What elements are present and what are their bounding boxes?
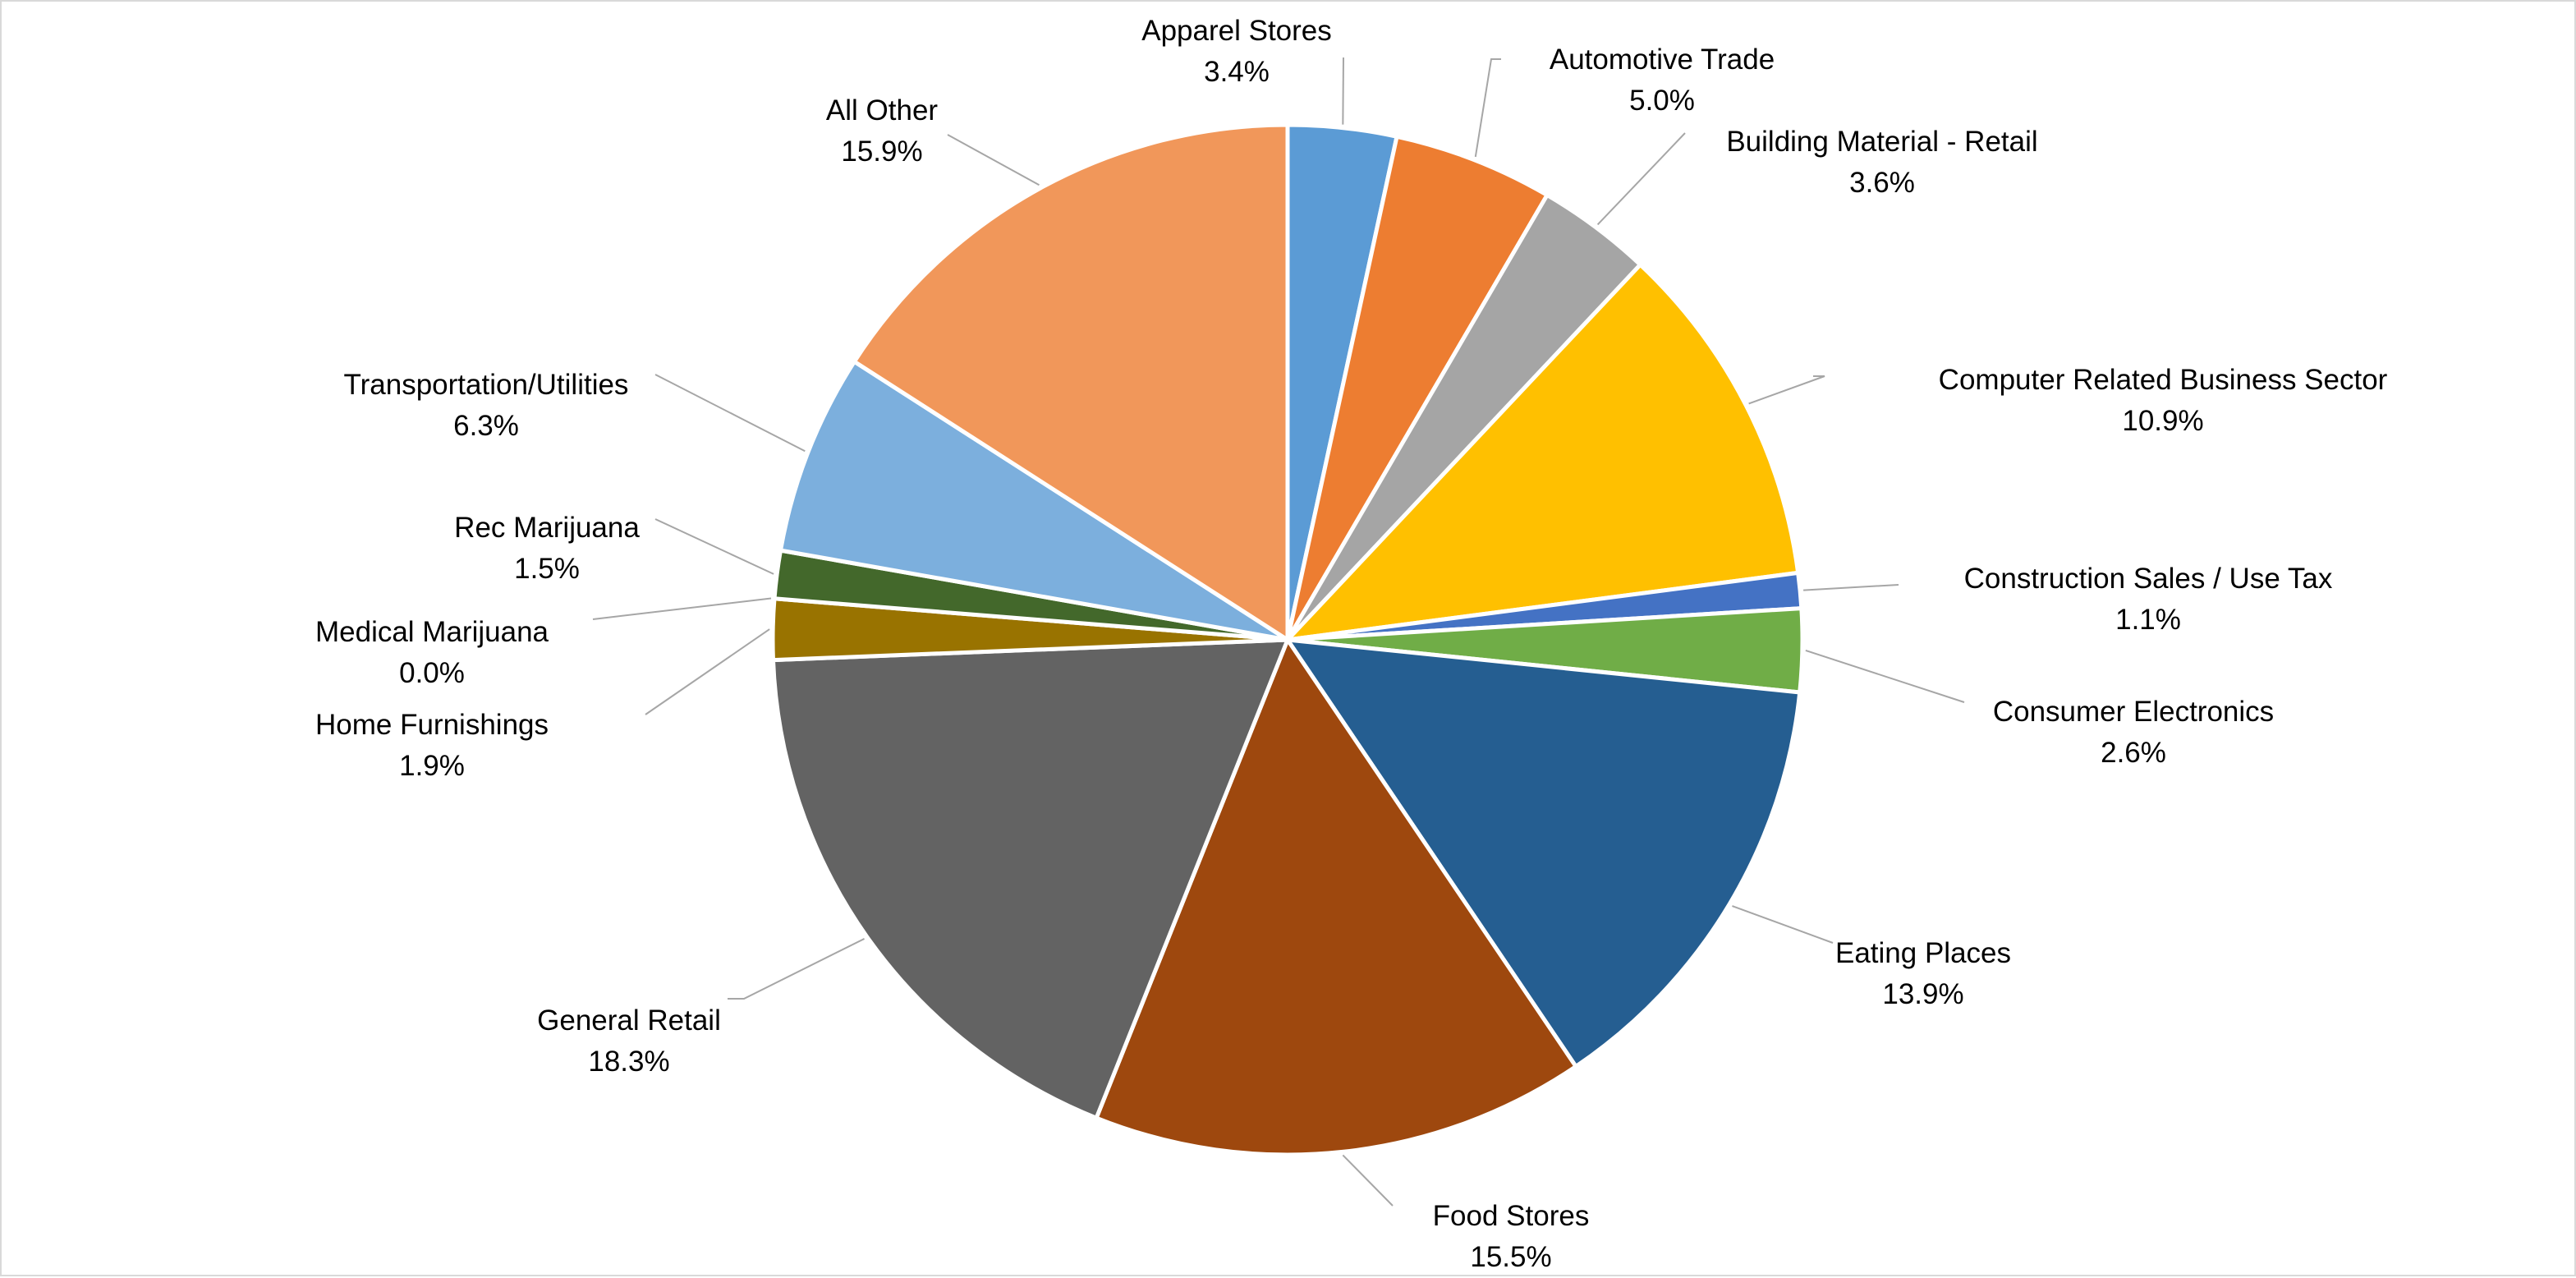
pie-slice-all-other — [852, 122, 1290, 642]
slice-value-all-other: 15.9% — [841, 136, 922, 168]
leader-line-construction-sales-use-tax — [1803, 584, 1899, 591]
slice-label-medical-marijuana: Medical Marijuana — [315, 616, 549, 648]
pie-slices — [770, 122, 1805, 1157]
slice-value-food-stores: 15.5% — [1470, 1241, 1551, 1273]
leader-line-food-stores — [1342, 1154, 1394, 1207]
leader-line-all-other — [947, 134, 1040, 186]
slice-label-apparel-stores: Apparel Stores — [1141, 15, 1332, 47]
leader-line-rec-marijuana — [654, 518, 774, 575]
pie-slice-food-stores — [1094, 637, 1578, 1157]
slice-label-eating-places: Eating Places — [1835, 937, 2011, 969]
slice-value-automotive-trade: 5.0% — [1629, 85, 1695, 117]
leader-line-automotive-trade — [1474, 58, 1501, 158]
pie-slice-eating-places — [1285, 637, 1802, 1069]
slice-label-all-other: All Other — [826, 94, 938, 126]
leader-line-building-material-retail — [1596, 132, 1686, 226]
leader-lines — [592, 57, 1965, 1207]
slice-label-construction-sales-use-tax: Construction Sales / Use Tax — [1964, 563, 2333, 595]
slice-label-food-stores: Food Stores — [1433, 1200, 1590, 1232]
leader-line-eating-places — [1732, 905, 1834, 944]
pie-slice-computer-related-business-sector — [1285, 262, 1801, 642]
slice-value-rec-marijuana: 1.5% — [514, 553, 580, 585]
slice-value-computer-related-business-sector: 10.9% — [2122, 405, 2203, 437]
slice-value-apparel-stores: 3.4% — [1204, 56, 1270, 88]
slice-label-computer-related-business-sector: Computer Related Business Sector — [1939, 364, 2388, 396]
slice-value-general-retail: 18.3% — [588, 1046, 669, 1078]
slice-value-transportation-utilities: 6.3% — [453, 410, 519, 442]
slice-label-rec-marijuana: Rec Marijuana — [454, 512, 640, 544]
slice-label-home-furnishings: Home Furnishings — [315, 709, 549, 741]
leader-line-medical-marijuana — [592, 597, 772, 620]
leader-line-consumer-electronics — [1805, 649, 1965, 703]
slice-value-eating-places: 13.9% — [1882, 978, 1963, 1010]
leader-line-home-furnishings — [645, 628, 770, 715]
pie-slice-transportation-utilities — [778, 359, 1290, 642]
leader-line-transportation-utilities — [654, 374, 806, 453]
data-labels: Apparel Stores 3.4% Automotive Trade 5.0% Bu… — [315, 15, 2388, 1273]
leader-line-general-retail — [728, 938, 865, 1000]
leader-line-computer-related-business-sector — [1748, 375, 1825, 405]
slice-value-medical-marijuana: 0.0% — [399, 657, 465, 689]
slice-value-home-furnishings: 1.9% — [399, 750, 465, 782]
slice-value-building-material-retail: 3.6% — [1849, 167, 1915, 199]
slice-value-construction-sales-use-tax: 1.1% — [2115, 604, 2181, 636]
slice-label-general-retail: General Retail — [537, 1004, 721, 1037]
slice-label-automotive-trade: Automotive Trade — [1550, 44, 1775, 76]
slice-label-transportation-utilities: Transportation/Utilities — [344, 369, 629, 401]
slice-label-consumer-electronics: Consumer Electronics — [1993, 696, 2274, 728]
slice-value-consumer-electronics: 2.6% — [2101, 737, 2166, 769]
pie-slice-general-retail — [770, 637, 1290, 1120]
pie-slice-automotive-trade — [1285, 134, 1550, 642]
slice-label-building-material-retail: Building Material - Retail — [1726, 126, 2037, 158]
